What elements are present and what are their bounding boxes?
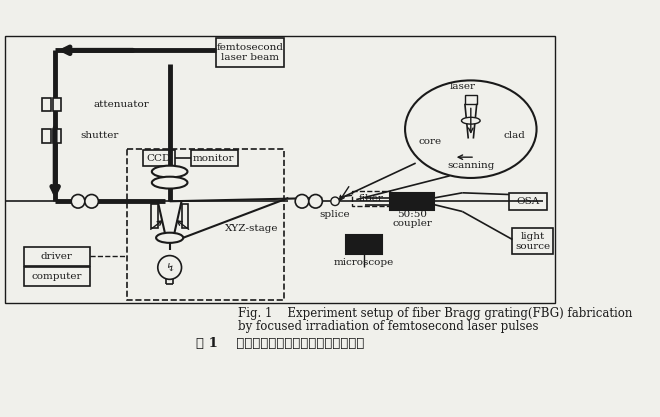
Bar [182,204,188,228]
Bar [352,191,390,206]
Bar [509,193,547,210]
Text: fiber: fiber [358,194,383,203]
Text: CCD: CCD [147,153,171,163]
Bar [191,151,238,166]
Text: scanning: scanning [447,161,494,170]
Bar [5,36,555,303]
Ellipse shape [405,80,537,178]
Text: driver: driver [41,252,73,261]
Text: laser: laser [449,82,475,91]
Circle shape [295,194,309,208]
Text: 图 1    飞秒激光直写光纤光栅的实验装置图: 图 1 飞秒激光直写光纤光栅的实验装置图 [196,337,364,350]
Ellipse shape [461,117,480,124]
Circle shape [309,194,322,208]
Bar [53,129,61,143]
Bar [512,229,553,254]
Text: computer: computer [32,272,82,281]
Text: attenuator: attenuator [93,100,149,109]
Text: XYZ-stage: XYZ-stage [225,224,279,233]
Bar [465,95,477,104]
Text: shutter: shutter [81,131,119,141]
Bar [53,98,61,111]
Text: laser beam: laser beam [221,53,279,62]
Text: clad: clad [504,131,526,140]
Text: by focused irradiation of femtosecond laser pulses: by focused irradiation of femtosecond la… [238,320,538,333]
Bar [143,151,175,166]
Ellipse shape [152,177,187,188]
Text: coupler: coupler [392,219,432,228]
Text: Fig. 1    Experiment setup of fiber Bragg grating(FBG) fabrication: Fig. 1 Experiment setup of fiber Bragg g… [238,307,632,320]
Text: microscope: microscope [334,258,394,267]
Bar [390,193,434,210]
Bar [24,267,90,286]
Text: source: source [515,242,550,251]
Text: light: light [521,232,545,241]
Text: 50:50: 50:50 [397,209,427,219]
Circle shape [331,197,339,206]
Circle shape [85,194,98,208]
Bar [127,149,284,300]
Text: monitor: monitor [193,153,234,163]
Bar [24,247,90,266]
Bar [346,235,381,254]
Bar [216,38,284,67]
Bar [151,204,158,228]
Ellipse shape [156,233,183,243]
Bar [42,98,51,111]
Text: femtosecond: femtosecond [216,43,284,52]
Text: ↯: ↯ [165,262,174,272]
Text: OSA: OSA [516,197,539,206]
Text: splice: splice [319,210,350,219]
Text: core: core [418,138,442,146]
Bar [42,129,51,143]
Circle shape [71,194,85,208]
Circle shape [158,256,182,279]
Ellipse shape [152,166,187,178]
